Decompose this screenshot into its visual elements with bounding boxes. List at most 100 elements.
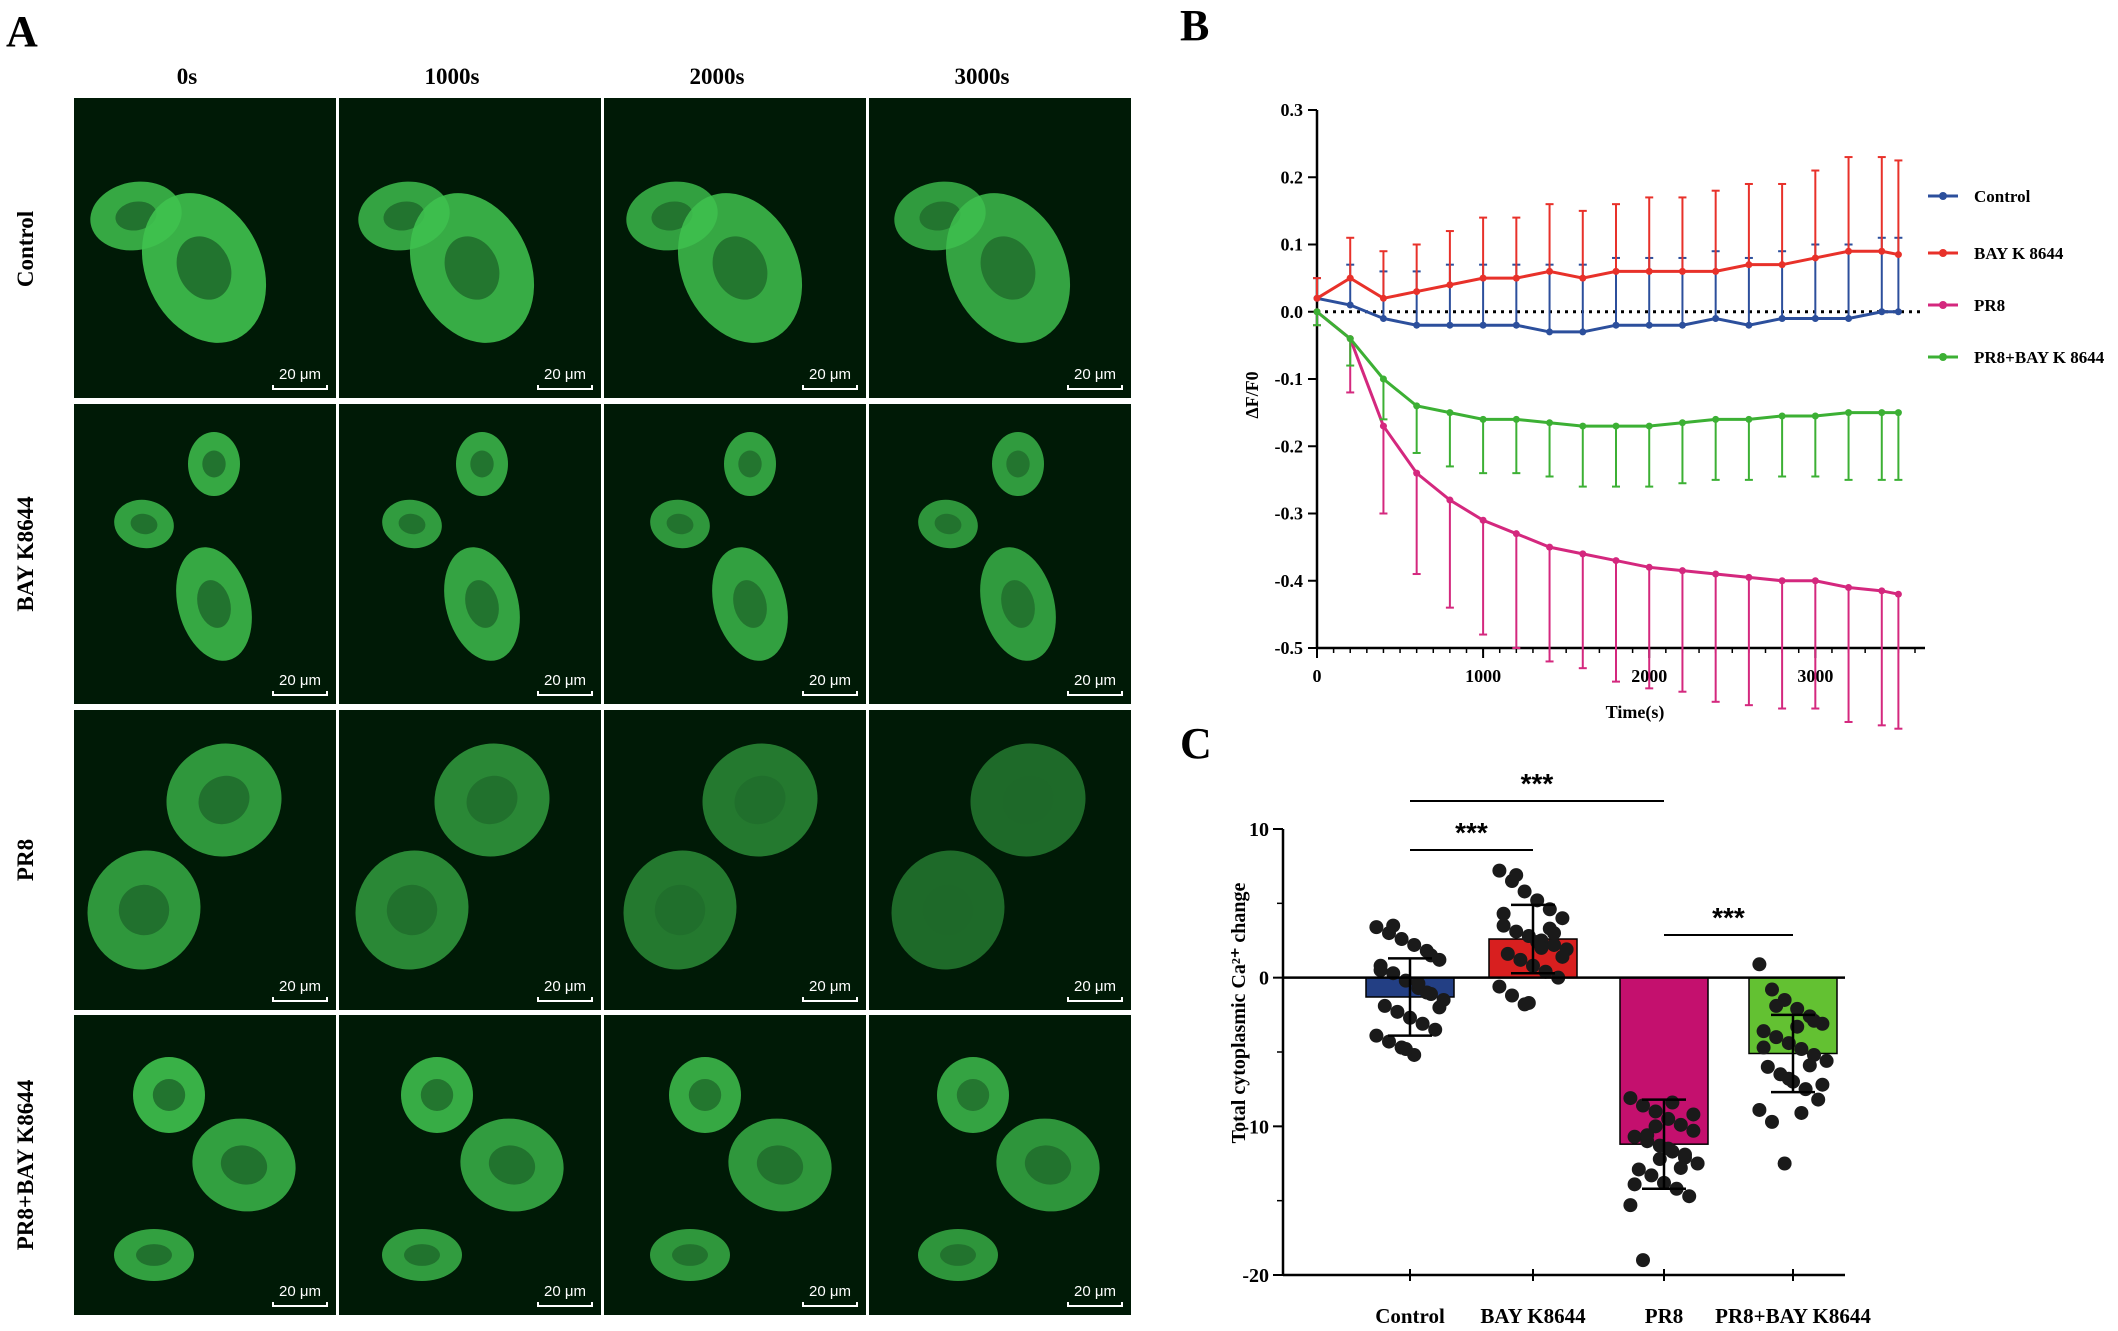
b-legend-label: Control [1974, 187, 2031, 206]
scale-bar-label: 20 μm [544, 1283, 586, 1300]
scale-bar: 20 μm [1067, 978, 1123, 1002]
cell-shape [409, 193, 535, 343]
cell-nucleus [922, 884, 974, 936]
scale-bar: 20 μm [537, 978, 593, 1002]
cell-nucleus [404, 1244, 440, 1266]
b-y-tick-label: -0.3 [1275, 504, 1304, 524]
b-data-point [1479, 321, 1487, 329]
cell-shape [188, 432, 240, 496]
scale-bar-line [272, 691, 328, 696]
cell-shape [176, 547, 252, 661]
cell-shape [650, 499, 710, 549]
b-data-point [1678, 321, 1686, 329]
b-data-point [1546, 543, 1554, 551]
cell-nucleus [940, 1244, 976, 1266]
micrograph-tile: 20 μm [339, 1015, 601, 1315]
cell-shape [650, 1229, 730, 1281]
scale-bar: 20 μm [802, 1283, 858, 1307]
cell-shape [669, 1057, 741, 1133]
cell-nucleus [386, 884, 438, 936]
column-label-0s: 0s [176, 64, 198, 89]
cell-nucleus [152, 1079, 186, 1111]
b-data-point [1546, 328, 1554, 336]
cell-nucleus [115, 201, 157, 231]
cell-nucleus [398, 513, 426, 535]
cell-nucleus [688, 1079, 722, 1111]
b-data-point [1446, 321, 1454, 329]
scale-bar-line [537, 1302, 593, 1307]
b-data-point [1512, 530, 1520, 538]
cell-shape [724, 432, 776, 496]
cell-nucleus [733, 580, 767, 628]
cell-shape [382, 1229, 462, 1281]
cell-nucleus [712, 236, 768, 300]
scale-bar-label: 20 μm [544, 978, 586, 995]
b-data-point [1612, 557, 1620, 565]
cell-nucleus [202, 450, 226, 478]
b-data-point [1512, 321, 1520, 329]
scale-bar: 20 μm [537, 1283, 593, 1307]
b-data-point [1645, 563, 1653, 571]
cell-shape [114, 1229, 194, 1281]
scale-bar-line [272, 997, 328, 1002]
scale-bar: 20 μm [1067, 366, 1123, 390]
micrograph-tile: 20 μm [74, 710, 336, 1010]
cell-nucleus [756, 1145, 804, 1185]
b-data-point [1778, 412, 1786, 420]
scale-bar-label: 20 μm [1074, 366, 1116, 383]
micrograph-tile: 20 μm [74, 404, 336, 704]
micrograph-tile: 20 μm [339, 98, 601, 398]
b-data-point [1878, 587, 1886, 595]
cell-nucleus [220, 1145, 268, 1185]
micrograph-tile: 20 μm [604, 98, 866, 398]
cell-shape [891, 850, 1005, 970]
micrograph-tile: 20 μm [74, 1015, 336, 1315]
cell-nucleus [934, 513, 962, 535]
b-data-point [1845, 409, 1853, 417]
b-data-point [1878, 409, 1886, 417]
b-data-point [1446, 496, 1454, 504]
b-data-point [1579, 550, 1587, 558]
cell-nucleus [136, 1244, 172, 1266]
scale-bar-line [272, 385, 328, 390]
cell-shape [166, 743, 282, 857]
scale-bar-label: 20 μm [279, 366, 321, 383]
cell-nucleus [444, 236, 500, 300]
b-y-tick-label: 0.2 [1281, 167, 1304, 187]
scale-bar-line [802, 385, 858, 390]
b-data-point [1413, 321, 1421, 329]
b-data-point [1579, 328, 1587, 336]
scale-bar: 20 μm [272, 978, 328, 1002]
scale-bar: 20 μm [802, 672, 858, 696]
scale-bar-label: 20 μm [279, 672, 321, 689]
b-data-point [1712, 314, 1720, 322]
b-data-point [1878, 247, 1886, 255]
b-data-point [1894, 251, 1902, 259]
micrograph-tile: 20 μm [339, 404, 601, 704]
panel-c-letter: C [1180, 719, 1212, 768]
scale-bar: 20 μm [537, 366, 593, 390]
b-data-point [1678, 419, 1686, 427]
b-data-point [1678, 567, 1686, 575]
b-data-point [1546, 419, 1554, 427]
cell-shape [702, 743, 818, 857]
b-data-point [1612, 422, 1620, 430]
panel-b-letter: B [1180, 1, 1210, 50]
b-data-point [1479, 274, 1487, 282]
b-data-point [1645, 267, 1653, 275]
b-data-point [1894, 409, 1902, 417]
cell-nucleus [465, 580, 499, 628]
cell-nucleus [466, 775, 518, 825]
b-data-point [1379, 422, 1387, 430]
scale-bar-line [1067, 385, 1123, 390]
b-data-point [1778, 314, 1786, 322]
b-data-point [1778, 261, 1786, 269]
cell-nucleus [651, 201, 693, 231]
b-legend-label: BAY K 8644 [1974, 244, 2064, 263]
cell-shape [996, 1118, 1100, 1212]
b-y-tick-label: 0.1 [1281, 235, 1304, 255]
b-data-point [1512, 274, 1520, 282]
b-legend-marker [1939, 249, 1947, 257]
cell-shape [192, 1118, 296, 1212]
